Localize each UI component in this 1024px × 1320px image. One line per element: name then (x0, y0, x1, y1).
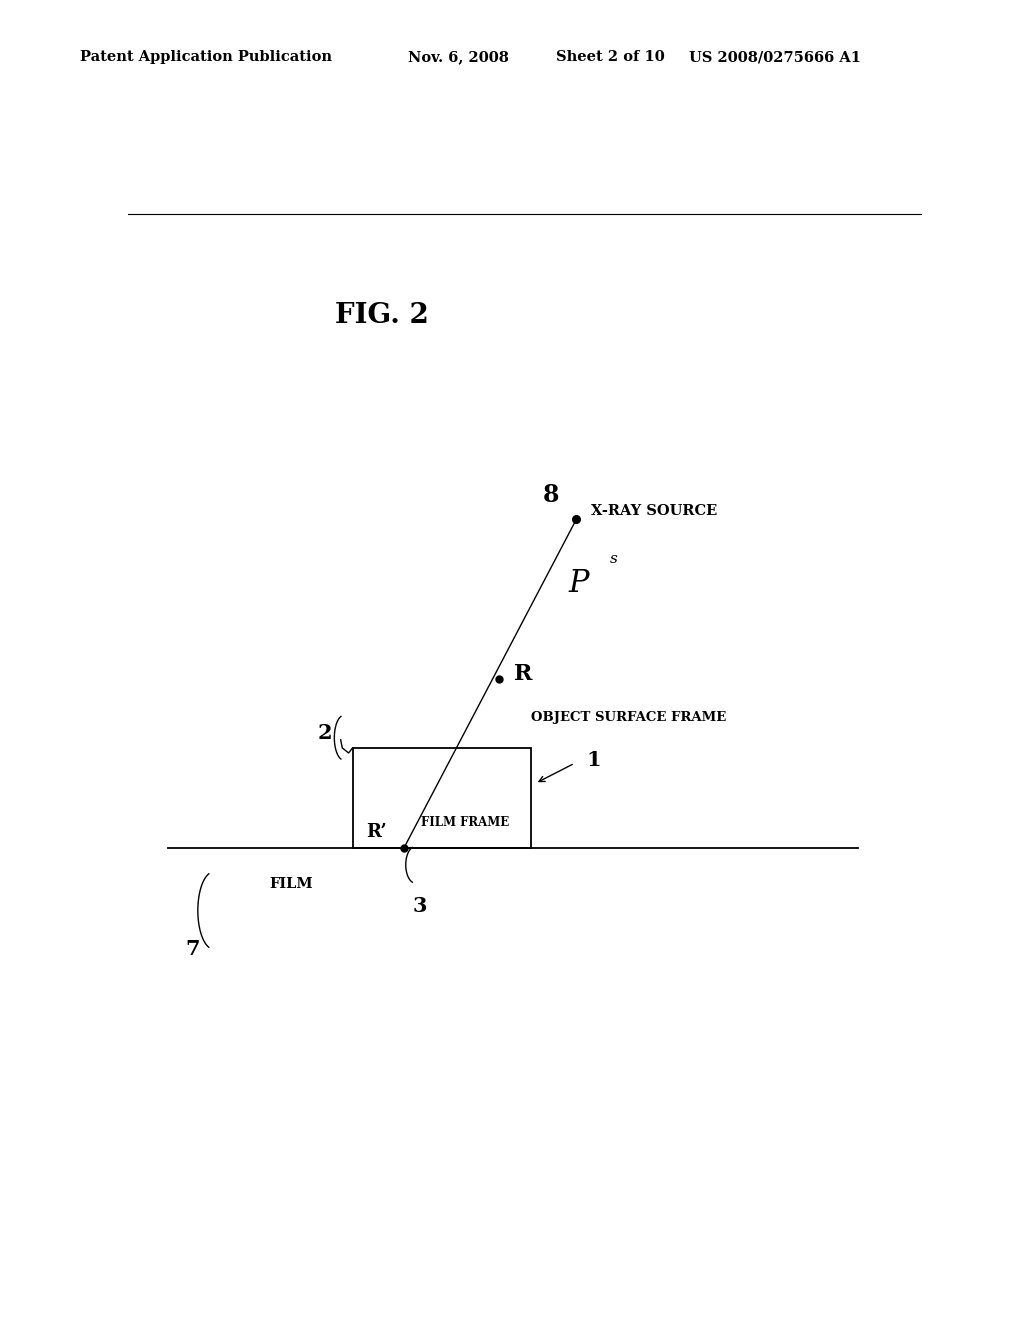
Bar (352, 748, 531, 847)
Text: Sheet 2 of 10: Sheet 2 of 10 (556, 50, 665, 65)
Text: 7: 7 (185, 939, 201, 960)
Text: FIG. 2: FIG. 2 (335, 302, 429, 330)
Text: 1: 1 (587, 750, 601, 770)
Text: FILM: FILM (269, 876, 312, 891)
Text: X-RAY SOURCE: X-RAY SOURCE (591, 504, 717, 517)
Text: P: P (568, 568, 589, 599)
Text: OBJECT SURFACE FRAME: OBJECT SURFACE FRAME (531, 710, 726, 723)
Text: FILM FRAME: FILM FRAME (421, 816, 509, 829)
Text: R: R (514, 663, 532, 685)
Text: Patent Application Publication: Patent Application Publication (80, 50, 332, 65)
Text: Nov. 6, 2008: Nov. 6, 2008 (408, 50, 509, 65)
Text: 3: 3 (413, 896, 427, 916)
Text: 8: 8 (543, 483, 559, 507)
Text: US 2008/0275666 A1: US 2008/0275666 A1 (689, 50, 861, 65)
Text: s: s (609, 552, 617, 566)
Text: R’: R’ (367, 824, 387, 841)
Text: 2: 2 (317, 722, 332, 743)
